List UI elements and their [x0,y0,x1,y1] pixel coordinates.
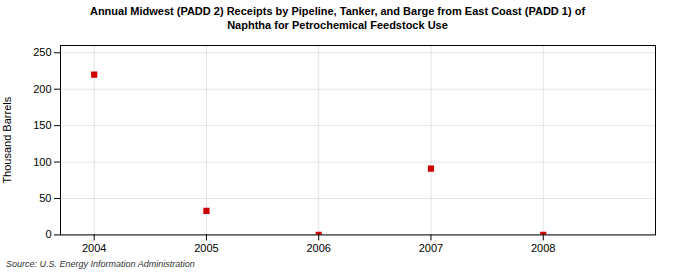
svg-text:2005: 2005 [194,241,218,253]
svg-text:2006: 2006 [306,241,330,253]
svg-text:2004: 2004 [82,241,106,253]
svg-text:0: 0 [45,228,51,240]
svg-text:Thousand Barrels: Thousand Barrels [1,96,13,183]
html-text:Annual Midwest (PADD 2) Receip: Annual Midwest (PADD 2) Receipts by Pipe… [90,5,585,32]
svg-text:50: 50 [39,192,51,204]
svg-text:150: 150 [33,119,51,131]
svg-text:2007: 2007 [419,241,443,253]
svg-text:2008: 2008 [531,241,555,253]
html-text:Source: U.S. Energy Informatio: Source: U.S. Energy Information Administ… [6,259,195,269]
svg-text:100: 100 [33,155,51,167]
svg-text:200: 200 [33,82,51,94]
svg-text:250: 250 [33,46,51,58]
